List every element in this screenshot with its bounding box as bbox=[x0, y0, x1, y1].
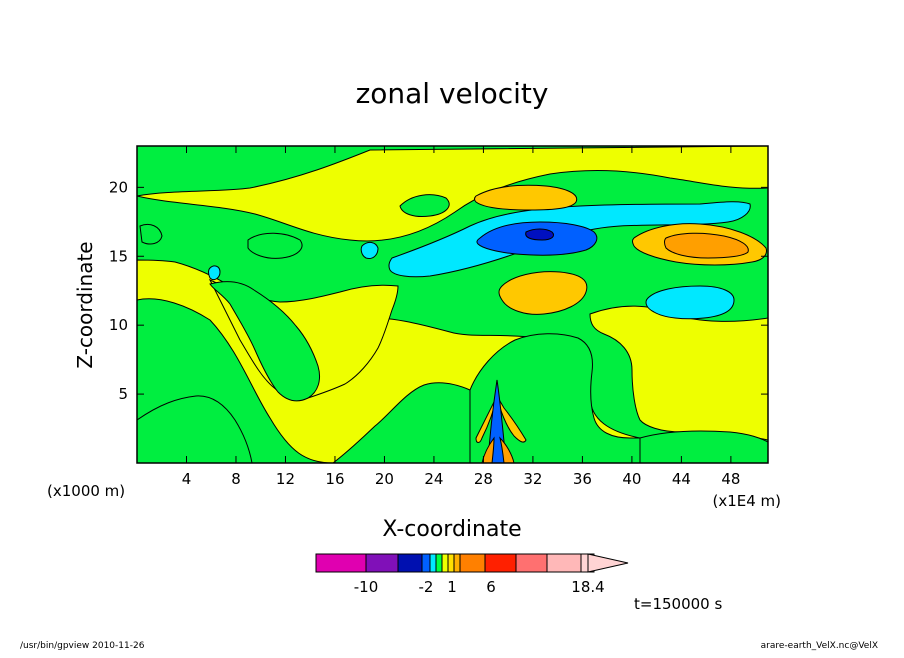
y-axis-label: Z-coordinate bbox=[73, 241, 97, 368]
colorbar-labels: -10 -2 1 6 18.4 bbox=[354, 578, 605, 596]
x-tick-label: 16 bbox=[325, 470, 344, 488]
chart-title: zonal velocity bbox=[356, 77, 549, 110]
colorbar-label: 6 bbox=[486, 578, 496, 596]
colorbar-cell bbox=[447, 553, 455, 573]
field-plume-right-orange bbox=[499, 436, 515, 463]
tick-marks bbox=[137, 146, 768, 463]
y-tick-label: 20 bbox=[109, 178, 128, 196]
x-tick-label: 48 bbox=[721, 470, 740, 488]
colorbar-label: -2 bbox=[419, 578, 434, 596]
x-scale-note: (x1E4 m) bbox=[712, 492, 781, 510]
x-tick-label: 12 bbox=[276, 470, 295, 488]
x-tick-labels: 4 8 12 16 20 24 28 32 36 40 44 48 bbox=[182, 470, 741, 488]
x-tick-label: 24 bbox=[424, 470, 443, 488]
y-scale-note: (x1000 m) bbox=[47, 482, 125, 500]
footer-left: /usr/bin/gpview 2010-11-26 bbox=[20, 641, 145, 651]
x-tick-label: 32 bbox=[523, 470, 542, 488]
field-negative-strong bbox=[525, 228, 555, 241]
colorbar-cell bbox=[365, 553, 399, 573]
y-tick-label: 10 bbox=[109, 316, 128, 334]
colorbar-cell bbox=[484, 553, 517, 573]
colorbar-cell bbox=[546, 553, 582, 573]
plot-frame bbox=[136, 145, 769, 464]
colorbar-cell bbox=[453, 553, 461, 573]
x-tick-label: 4 bbox=[182, 470, 192, 488]
x-tick-label: 8 bbox=[231, 470, 241, 488]
y-tick-label: 5 bbox=[118, 385, 128, 403]
colorbar-cell bbox=[459, 553, 486, 573]
colorbar-label: 18.4 bbox=[571, 578, 604, 596]
field-cyan-small-2 bbox=[208, 265, 221, 281]
footer-right: arare-earth_VelX.nc@VelX bbox=[761, 641, 878, 651]
y-tick-labels: 5 10 15 20 bbox=[109, 178, 128, 403]
colorbar-arrow bbox=[587, 553, 629, 573]
field-green-small-2 bbox=[247, 232, 303, 259]
colorbar: -10 -2 1 6 18.4 bbox=[315, 553, 629, 596]
x-tick-label: 40 bbox=[622, 470, 641, 488]
time-label: t=150000 s bbox=[634, 595, 722, 613]
x-tick-label: 44 bbox=[672, 470, 691, 488]
colorbar-label: 1 bbox=[447, 578, 457, 596]
field-green-small-1 bbox=[399, 194, 450, 217]
x-tick-label: 36 bbox=[573, 470, 592, 488]
x-axis-label: X-coordinate bbox=[382, 517, 521, 542]
plot-area bbox=[136, 145, 769, 464]
colorbar-cell bbox=[397, 553, 423, 573]
field-plume-left-orange bbox=[481, 436, 495, 463]
field-strong-positive-right bbox=[664, 232, 749, 259]
y-tick-label: 15 bbox=[109, 247, 128, 265]
field-negative-right-blob bbox=[645, 285, 735, 320]
colorbar-cell bbox=[441, 553, 449, 573]
field-green-left-bottom bbox=[137, 395, 253, 463]
field-plume-orange bbox=[475, 395, 527, 443]
x-tick-label: 20 bbox=[375, 470, 394, 488]
colorbar-label: -10 bbox=[354, 578, 379, 596]
colorbar-cell bbox=[429, 553, 437, 573]
field-cyan-small-1 bbox=[360, 241, 379, 259]
colorbar-cell bbox=[315, 553, 367, 573]
colorbar-cells bbox=[315, 553, 595, 573]
colorbar-cell bbox=[515, 553, 548, 573]
field-green-small-3 bbox=[139, 223, 163, 245]
colorbar-cell bbox=[435, 553, 443, 573]
field-green-right-bottom bbox=[639, 430, 768, 463]
field-moderate-positive-top bbox=[474, 184, 578, 211]
field-green-inner bbox=[209, 281, 321, 402]
colorbar-cell bbox=[421, 553, 431, 573]
field-moderate-positive-blob bbox=[498, 271, 588, 315]
x-tick-label: 28 bbox=[474, 470, 493, 488]
field-positive-region-upper bbox=[137, 146, 768, 242]
